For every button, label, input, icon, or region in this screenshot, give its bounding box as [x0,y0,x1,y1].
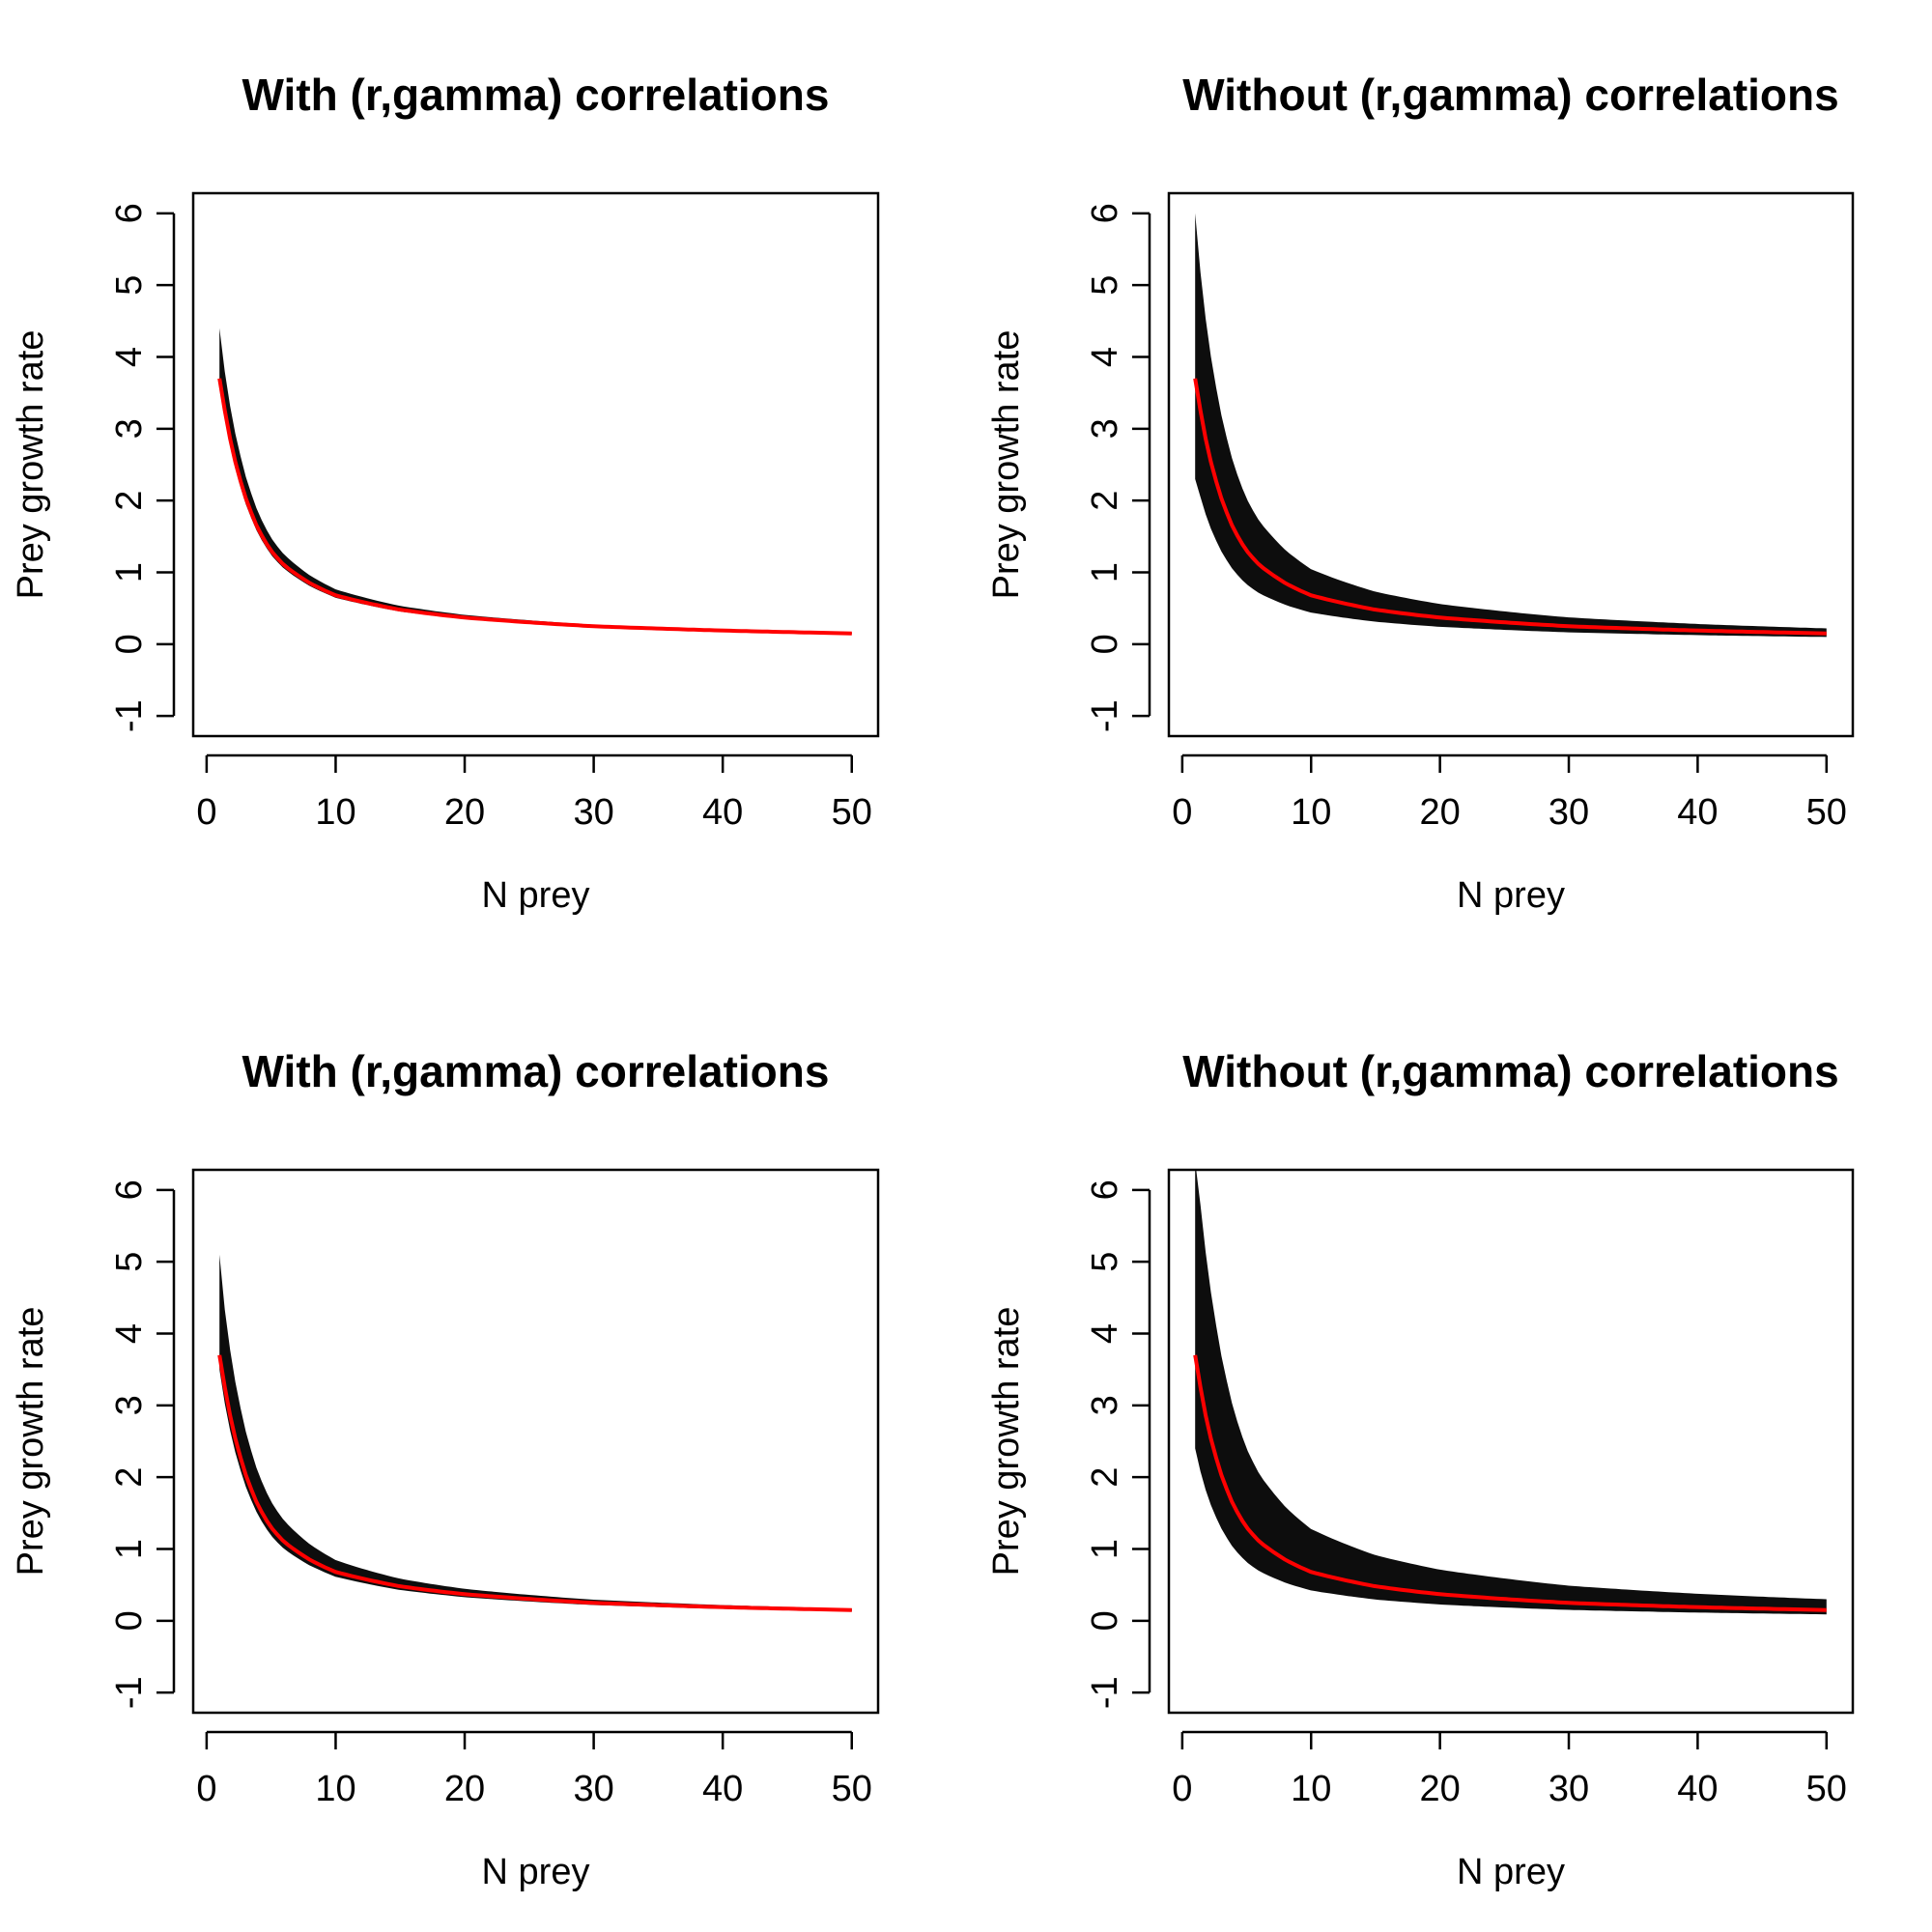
mean-curve [217,1354,852,1612]
y-tick-label: 1 [109,1539,150,1559]
y-tick-label: 4 [109,1323,150,1344]
x-axis-label: N prey [1457,875,1565,916]
y-tick-label: 3 [109,418,150,439]
y-tick-label: -1 [1085,699,1125,732]
x-tick-label: 0 [1172,1769,1192,1809]
y-tick-label: 6 [1085,203,1125,223]
mean-curve [1193,1354,1827,1612]
x-tick-label: 0 [196,792,216,833]
y-tick-label: 1 [1085,1539,1125,1559]
y-tick-label: 2 [109,1467,150,1488]
x-tick-label: 30 [573,792,613,833]
x-axis-label: N prey [482,875,590,916]
y-tick-label: 4 [109,347,150,367]
x-tick-label: 20 [1419,1769,1460,1809]
y-tick-label: 1 [109,562,150,582]
y-tick-label: 2 [1085,491,1125,511]
y-tick-label: 3 [1085,1395,1125,1415]
x-tick-label: 20 [444,1769,485,1809]
plot-frame [1167,191,1855,738]
x-tick-label: 30 [573,1769,613,1809]
x-tick-label: 10 [1291,1769,1331,1809]
y-tick-label: 5 [1085,1252,1125,1272]
x-tick-label: 50 [832,1769,872,1809]
plot-frame [191,1168,880,1715]
sample-curves-band [1195,213,1827,638]
y-tick-label: 2 [1085,1467,1125,1488]
x-tick-label: 10 [1291,792,1331,833]
y-tick-label: 0 [1085,634,1125,654]
x-tick-label: 30 [1548,1769,1589,1809]
y-tick-label: 0 [109,1610,150,1631]
y-tick-label: -1 [109,699,150,732]
y-tick-label: 5 [109,275,150,296]
mean-curve [217,378,852,636]
y-tick-label: 4 [1085,1323,1125,1344]
y-axis-label: Prey growth rate [986,1307,1027,1577]
y-tick-label: -1 [1085,1676,1125,1709]
x-tick-label: 0 [1172,792,1192,833]
y-tick-label: 6 [1085,1179,1125,1200]
panel-title: With (r,gamma) correlations [242,1046,830,1096]
y-tick-label: 0 [109,634,150,654]
x-tick-label: 50 [1806,792,1847,833]
x-tick-label: 10 [315,792,355,833]
plot-frame [191,191,880,738]
x-tick-label: 50 [832,792,872,833]
y-tick-label: 6 [109,1179,150,1200]
x-tick-label: 40 [1677,792,1718,833]
y-axis-label: Prey growth rate [11,1307,51,1577]
y-tick-label: 0 [1085,1610,1125,1631]
y-tick-label: 5 [109,1252,150,1272]
y-tick-label: 2 [109,491,150,511]
panel-title: With (r,gamma) correlations [242,70,830,120]
x-tick-label: 50 [1806,1769,1847,1809]
y-tick-label: 3 [109,1395,150,1415]
y-tick-label: 5 [1085,275,1125,296]
sample-curves-band [219,1254,852,1612]
y-tick-label: -1 [109,1676,150,1709]
x-axis-label: N prey [1457,1852,1565,1892]
y-tick-label: 3 [1085,418,1125,439]
y-axis-label: Prey growth rate [11,330,51,600]
x-tick-label: 30 [1548,792,1589,833]
mean-curve [1193,378,1827,636]
x-tick-label: 0 [196,1769,216,1809]
panel-title: Without (r,gamma) correlations [1182,70,1838,120]
y-tick-label: 4 [1085,347,1125,367]
x-tick-label: 40 [702,792,743,833]
y-tick-label: 1 [1085,562,1125,582]
x-tick-label: 40 [702,1769,743,1809]
y-tick-label: 6 [109,203,150,223]
panel-title: Without (r,gamma) correlations [1182,1046,1838,1096]
x-tick-label: 10 [315,1769,355,1809]
sample-curves-band [219,327,852,635]
x-tick-label: 20 [444,792,485,833]
x-tick-label: 40 [1677,1769,1718,1809]
sample-curves-band [1195,1170,1827,1615]
x-axis-label: N prey [482,1852,590,1892]
plot-frame [1167,1168,1855,1715]
x-tick-label: 20 [1419,792,1460,833]
y-axis-label: Prey growth rate [986,330,1027,600]
